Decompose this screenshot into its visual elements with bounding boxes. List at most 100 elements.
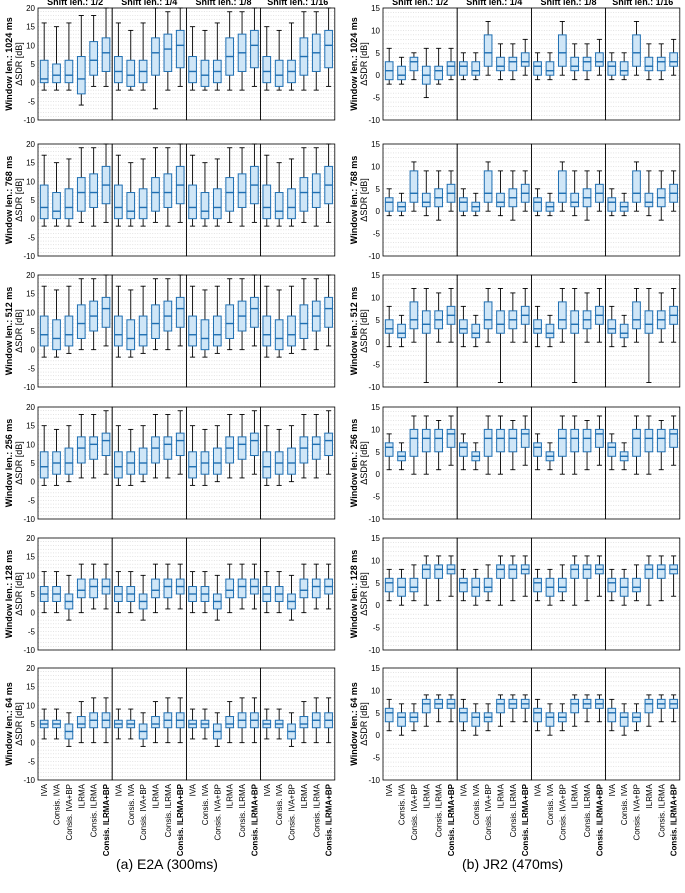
y-tick-label: 5 <box>31 196 36 205</box>
method-label: Consis. ILRMA <box>238 783 247 837</box>
y-axis-label: ΔSDR [dB] <box>14 702 24 746</box>
box <box>421 428 431 453</box>
y-tick-label: 10 <box>371 162 380 171</box>
box <box>76 177 86 212</box>
box <box>237 173 247 208</box>
box <box>459 319 468 334</box>
caption-jr2: (b) JR2 (470ms) <box>462 856 564 872</box>
y-tick-label: 10 <box>26 308 35 317</box>
box <box>557 170 567 203</box>
y-tick-label: -10 <box>23 252 35 261</box>
box <box>384 197 394 212</box>
box <box>483 34 493 67</box>
method-label: Consis. IVA <box>398 783 407 825</box>
box <box>250 29 259 69</box>
box <box>299 716 309 729</box>
box <box>163 436 173 460</box>
y-tick-label: -10 <box>23 776 35 785</box>
column-title: Shift len.: 1/16 <box>267 0 328 7</box>
panel-frame <box>260 406 336 520</box>
y-tick-label: 15 <box>26 683 35 692</box>
box <box>533 197 542 212</box>
y-tick-label: -5 <box>373 361 381 370</box>
box <box>262 451 272 479</box>
box <box>188 315 197 347</box>
box <box>545 61 555 76</box>
box <box>262 56 272 84</box>
method-label: Consis. ILRMA <box>509 783 518 837</box>
box <box>644 192 654 208</box>
box <box>459 707 468 723</box>
box <box>225 177 235 212</box>
box <box>384 707 394 723</box>
box <box>384 319 394 334</box>
method-label: IVA <box>263 783 272 796</box>
panel-frame <box>605 406 681 520</box>
method-label: IVA <box>189 783 198 796</box>
panel-frame <box>456 7 532 121</box>
panel-frame <box>605 7 681 121</box>
column-title: Shift len.: 1/4 <box>466 0 522 7</box>
box <box>421 192 431 208</box>
box <box>520 52 530 67</box>
box <box>496 698 505 714</box>
row-label: Window len.: 768 ms <box>349 156 359 244</box>
box <box>471 323 481 339</box>
row-label: Window len.: 1024 ms <box>4 17 14 110</box>
panel-frame <box>605 143 681 257</box>
row-label: Window len.: 128 ms <box>4 550 14 638</box>
box <box>76 578 86 599</box>
method-label: Consis. ILRMA <box>583 783 592 837</box>
box <box>397 323 406 339</box>
method-label: ILRMA <box>571 783 580 808</box>
box <box>533 442 542 457</box>
box <box>607 577 617 593</box>
box <box>114 184 123 220</box>
row-label: Window len.: 768 ms <box>4 156 14 244</box>
y-tick-label: 0 <box>376 470 381 479</box>
y-tick-label: 5 <box>376 448 381 457</box>
box <box>632 301 641 330</box>
box <box>299 304 309 339</box>
box <box>508 56 518 72</box>
y-tick-label: 5 <box>31 60 36 69</box>
box <box>89 173 98 208</box>
y-tick-label: 0 <box>31 215 36 224</box>
box <box>188 56 197 84</box>
box <box>669 428 678 448</box>
method-label: Consis. IVA+BP <box>558 784 567 841</box>
box <box>607 707 617 723</box>
method-label: Consis. IVA+BP <box>484 784 493 841</box>
box <box>76 716 86 729</box>
y-tick-label: -10 <box>23 646 35 655</box>
box <box>644 698 654 714</box>
box <box>434 428 443 453</box>
row-label: Window len.: 256 ms <box>349 419 359 507</box>
box <box>570 428 580 453</box>
y-axis-label: ΔSDR [dB] <box>14 441 24 485</box>
box <box>114 56 123 84</box>
column-title: Shift len.: 1/8 <box>540 0 596 7</box>
box <box>101 296 111 328</box>
box <box>384 577 394 593</box>
box <box>175 29 185 69</box>
method-label: Consis. ILRMA+BP <box>447 783 456 856</box>
box <box>89 41 98 76</box>
y-axis-label: ΔSDR [dB] <box>359 309 369 353</box>
y-tick-label: -5 <box>28 757 36 766</box>
box <box>421 698 431 714</box>
y-tick-label: 10 <box>26 701 35 710</box>
panel-frame <box>456 406 532 520</box>
y-tick-label: 5 <box>376 709 381 718</box>
box <box>262 315 272 347</box>
box <box>101 37 111 72</box>
y-tick-label: -5 <box>28 496 36 505</box>
box <box>545 323 555 339</box>
method-label: Consis. ILRMA+BP <box>595 783 604 856</box>
y-tick-label: -5 <box>373 94 381 103</box>
y-tick-label: 10 <box>371 686 380 695</box>
y-axis-label: ΔSDR [dB] <box>359 572 369 616</box>
box <box>607 319 617 334</box>
y-axis-label: ΔSDR [dB] <box>14 309 24 353</box>
